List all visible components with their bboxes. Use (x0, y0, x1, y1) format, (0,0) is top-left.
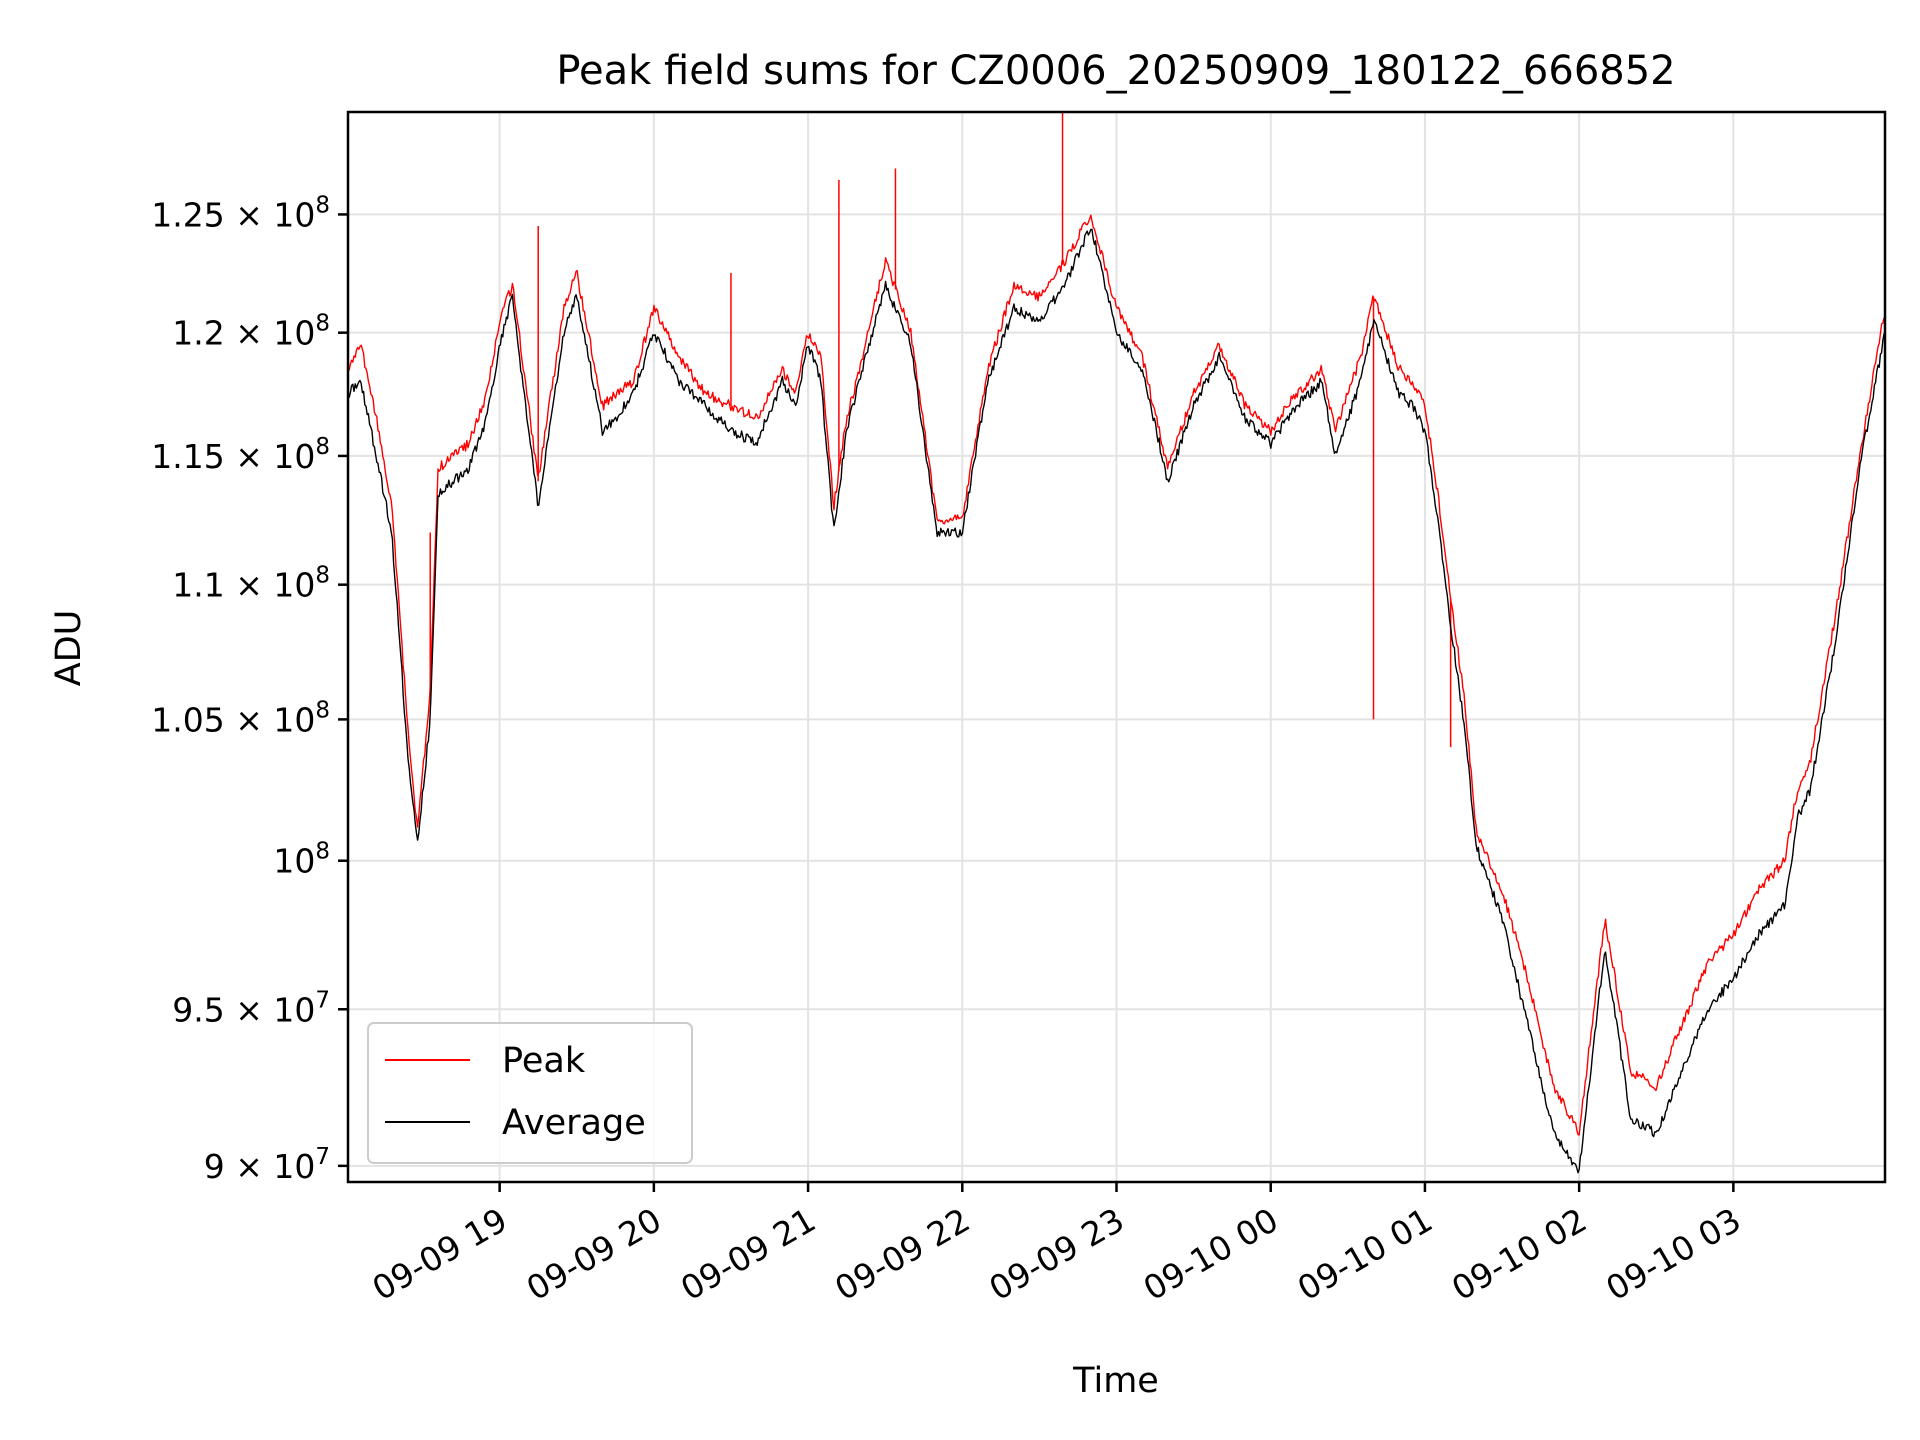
series-line-peak (348, 214, 1885, 1136)
grid (348, 112, 1885, 1182)
y-tick-label: 1.1 × 108 (172, 563, 330, 605)
legend-label-peak: Peak (502, 1041, 586, 1081)
chart-title: Peak field sums for CZ0006_20250909_1801… (556, 48, 1675, 94)
legend-box (367, 1022, 693, 1164)
series-layer (348, 112, 1885, 1174)
y-tick-label: 1.2 × 108 (172, 311, 330, 353)
legend-label-average: Average (502, 1103, 646, 1143)
y-tick-label: 9 × 107 (204, 1144, 330, 1186)
y-tick-label: 9.5 × 107 (172, 987, 330, 1029)
y-axis-label: ADU (49, 610, 89, 687)
series-line-average (348, 228, 1885, 1174)
y-tick-label: 1.25 × 108 (151, 192, 330, 234)
y-tick-label: 1.15 × 108 (151, 434, 330, 476)
x-axis-label: Time (1072, 1361, 1159, 1401)
y-tick-label: 1.05 × 108 (151, 697, 330, 739)
legend: Peak Average (367, 1022, 693, 1164)
